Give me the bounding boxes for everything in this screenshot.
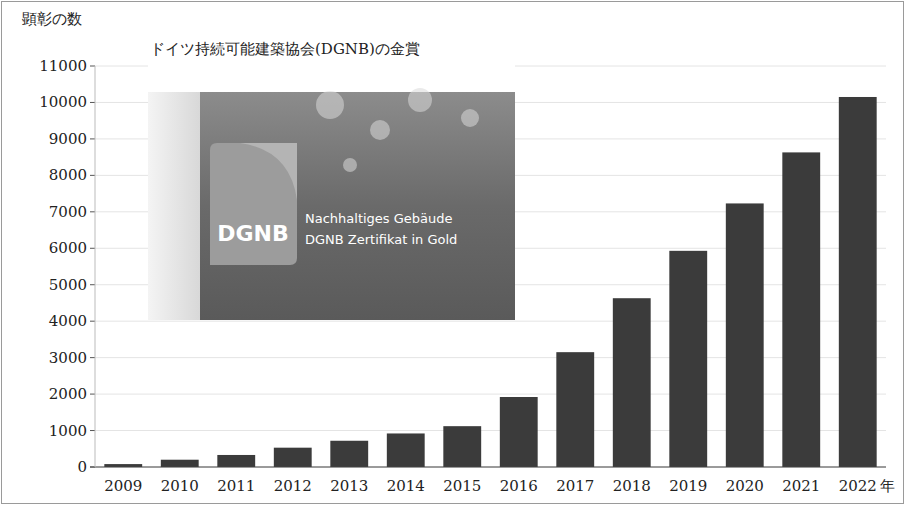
x-tick-label: 2009 [104, 477, 142, 495]
grid-line [95, 357, 886, 358]
y-tick-label: 3000 [49, 349, 87, 367]
x-tick-label: 2019 [669, 477, 707, 495]
bar [330, 441, 368, 467]
title: ドイツ持続可能建築協会(DGNB)の金賞 [150, 40, 420, 58]
logo-text: DGNB [217, 221, 289, 246]
photo-light [461, 109, 479, 127]
photo-pillar [148, 92, 200, 320]
tick-mark [90, 357, 95, 358]
x-tick-label: 2016 [500, 477, 538, 495]
x-tick-label: 2013 [330, 477, 368, 495]
chart: 0 1000 2000 3000 4000 5000 6000 7000 8000 9000 100… [0, 0, 905, 505]
y-tick-label: 9000 [49, 130, 87, 148]
x-tick-label: 2017 [556, 477, 594, 495]
x-tick-label: 2021 [782, 477, 820, 495]
x-tick-label: 2018 [613, 477, 651, 495]
photo-light [343, 158, 357, 172]
x-tick-label: 2011 [217, 477, 255, 495]
photo [200, 92, 515, 320]
bar [274, 448, 312, 467]
photo-light [316, 91, 344, 119]
x-tick-label: 2010 [161, 477, 199, 495]
grid-line [95, 321, 886, 322]
photo-text: DGNB Zertifikat in Gold [305, 232, 457, 247]
tick-mark [90, 284, 95, 285]
tick-mark [90, 66, 95, 67]
grid-line [95, 430, 886, 431]
y-tick-label: 10000 [39, 93, 87, 111]
tick-mark [90, 102, 95, 103]
bar [387, 433, 425, 467]
x-tick-label: 2022 [839, 477, 877, 495]
logo-square [210, 143, 297, 265]
bar [839, 97, 877, 467]
y-tick-label: 11000 [39, 57, 87, 75]
x-axis [90, 467, 886, 468]
tick-mark [90, 211, 95, 212]
y-tick-label: 7000 [49, 203, 87, 221]
x-tick-label: 2014 [387, 477, 425, 495]
frame [2, 2, 904, 504]
y-tick-label: 4000 [49, 312, 87, 330]
y-tick-label: 5000 [49, 276, 87, 294]
tick-mark [90, 321, 95, 322]
y-tick-label: 1000 [49, 422, 87, 440]
photo-text: Nachhaltiges Gebäude [305, 211, 453, 226]
tick-mark [90, 248, 95, 249]
x-axis-title: 年 [880, 477, 895, 495]
bar [500, 397, 538, 467]
x-tick-label: 2012 [274, 477, 312, 495]
photo-light [408, 88, 432, 112]
tick-mark [90, 430, 95, 431]
inset-ground [148, 30, 515, 320]
tick-mark [90, 394, 95, 395]
bar [613, 298, 651, 467]
y-tick-label: 6000 [49, 239, 87, 257]
tick-mark [90, 175, 95, 176]
y-axis-title: 顕彰の数 [21, 10, 82, 28]
bar [669, 251, 707, 467]
bars [104, 97, 876, 467]
bar [217, 455, 255, 467]
tick-mark [90, 138, 95, 139]
bar [782, 152, 820, 467]
logo-fold [240, 143, 297, 200]
grid-line [95, 394, 886, 395]
y-tick-label: 0 [77, 458, 87, 476]
photo-light [370, 120, 390, 140]
bar [726, 203, 764, 467]
bar [443, 426, 481, 467]
y-axis [95, 66, 96, 467]
bar [556, 352, 594, 467]
bar [161, 460, 199, 467]
x-tick-label: 2015 [443, 477, 481, 495]
x-tick-label: 2020 [726, 477, 764, 495]
y-tick-label: 8000 [49, 166, 87, 184]
y-tick-label: 2000 [49, 385, 87, 403]
